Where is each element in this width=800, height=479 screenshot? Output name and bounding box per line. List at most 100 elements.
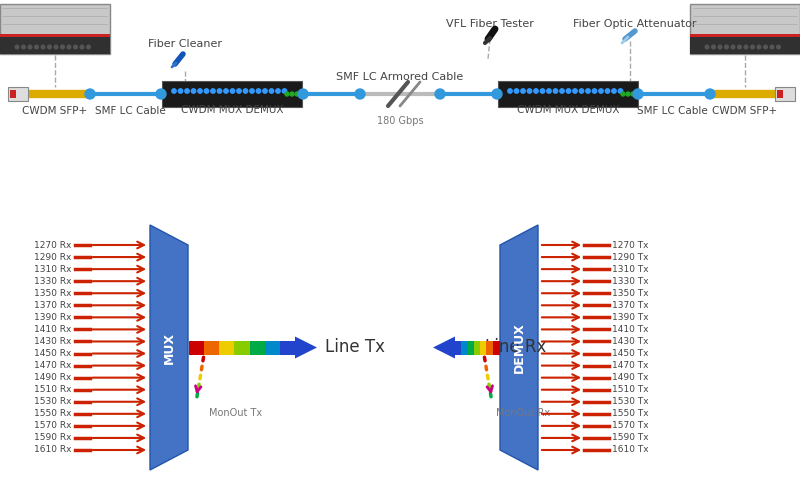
Bar bbox=[455, 341, 462, 354]
Text: 1270 Rx: 1270 Rx bbox=[34, 240, 71, 250]
Polygon shape bbox=[500, 225, 538, 470]
Circle shape bbox=[631, 92, 635, 96]
Circle shape bbox=[22, 45, 26, 49]
Circle shape bbox=[300, 92, 304, 96]
Text: 1450 Rx: 1450 Rx bbox=[34, 349, 71, 358]
Circle shape bbox=[42, 45, 45, 49]
Circle shape bbox=[586, 89, 590, 93]
Circle shape bbox=[606, 89, 610, 93]
Text: SMF LC Cable: SMF LC Cable bbox=[94, 106, 166, 116]
Circle shape bbox=[15, 45, 19, 49]
Text: 1610 Rx: 1610 Rx bbox=[34, 445, 71, 455]
Bar bbox=[467, 341, 474, 354]
Text: 1330 Tx: 1330 Tx bbox=[612, 277, 649, 285]
Text: 1490 Rx: 1490 Rx bbox=[34, 373, 71, 382]
Bar bbox=[8, 87, 28, 101]
Text: DEMUX: DEMUX bbox=[513, 322, 526, 373]
Circle shape bbox=[554, 89, 558, 93]
Text: 1430 Rx: 1430 Rx bbox=[34, 337, 71, 346]
Text: 1470 Tx: 1470 Tx bbox=[612, 361, 649, 370]
Text: Fiber Cleaner: Fiber Cleaner bbox=[148, 39, 222, 49]
Circle shape bbox=[61, 45, 64, 49]
Text: 1350 Tx: 1350 Tx bbox=[612, 289, 649, 298]
Text: 1590 Rx: 1590 Rx bbox=[34, 433, 71, 443]
Text: 1370 Tx: 1370 Tx bbox=[612, 301, 649, 310]
Circle shape bbox=[764, 45, 767, 49]
Bar bbox=[777, 90, 783, 98]
Text: 1390 Rx: 1390 Rx bbox=[34, 313, 71, 322]
Bar bbox=[219, 341, 235, 354]
Circle shape bbox=[256, 89, 261, 93]
Bar bbox=[189, 341, 205, 354]
Bar bbox=[265, 341, 280, 354]
Bar bbox=[204, 341, 220, 354]
Text: 1590 Tx: 1590 Tx bbox=[612, 433, 649, 443]
Circle shape bbox=[74, 45, 78, 49]
Circle shape bbox=[67, 45, 71, 49]
Circle shape bbox=[237, 89, 242, 93]
Text: 1290 Rx: 1290 Rx bbox=[34, 252, 71, 262]
Text: 1610 Tx: 1610 Tx bbox=[612, 445, 649, 455]
Circle shape bbox=[540, 89, 545, 93]
Circle shape bbox=[712, 45, 715, 49]
Text: 1410 Tx: 1410 Tx bbox=[612, 325, 649, 334]
Text: 1570 Tx: 1570 Tx bbox=[612, 422, 649, 431]
Text: 1370 Rx: 1370 Rx bbox=[34, 301, 71, 310]
Circle shape bbox=[770, 45, 774, 49]
Text: 1550 Rx: 1550 Rx bbox=[34, 410, 71, 418]
Bar bbox=[0, 4, 110, 54]
Bar bbox=[690, 4, 800, 54]
Text: 1530 Rx: 1530 Rx bbox=[34, 397, 71, 406]
Circle shape bbox=[633, 89, 643, 99]
Bar bbox=[474, 341, 481, 354]
Text: 1470 Rx: 1470 Rx bbox=[34, 361, 71, 370]
Circle shape bbox=[508, 89, 512, 93]
Text: 1390 Tx: 1390 Tx bbox=[612, 313, 649, 322]
Bar bbox=[775, 87, 795, 101]
Circle shape bbox=[744, 45, 748, 49]
Circle shape bbox=[560, 89, 564, 93]
Circle shape bbox=[750, 45, 754, 49]
Text: MonOut Tx: MonOut Tx bbox=[209, 408, 262, 418]
Bar bbox=[486, 341, 494, 354]
Circle shape bbox=[224, 89, 228, 93]
Text: 1350 Rx: 1350 Rx bbox=[34, 289, 71, 298]
Circle shape bbox=[230, 89, 234, 93]
Circle shape bbox=[514, 89, 518, 93]
Bar bbox=[162, 81, 302, 107]
Text: 1310 Tx: 1310 Tx bbox=[612, 264, 649, 274]
Bar bbox=[690, 34, 800, 36]
Circle shape bbox=[566, 89, 570, 93]
Text: 1550 Tx: 1550 Tx bbox=[612, 410, 649, 418]
Circle shape bbox=[54, 45, 58, 49]
Text: 1290 Tx: 1290 Tx bbox=[612, 252, 649, 262]
Text: 1570 Rx: 1570 Rx bbox=[34, 422, 71, 431]
Text: Line Rx: Line Rx bbox=[485, 339, 546, 356]
Circle shape bbox=[86, 45, 90, 49]
Circle shape bbox=[262, 89, 267, 93]
Circle shape bbox=[718, 45, 722, 49]
Text: 1430 Tx: 1430 Tx bbox=[612, 337, 649, 346]
Text: 1450 Tx: 1450 Tx bbox=[612, 349, 649, 358]
Circle shape bbox=[547, 89, 551, 93]
Text: 1410 Rx: 1410 Rx bbox=[34, 325, 71, 334]
Circle shape bbox=[48, 45, 51, 49]
Text: 180 Gbps: 180 Gbps bbox=[377, 116, 423, 126]
Circle shape bbox=[198, 89, 202, 93]
Circle shape bbox=[298, 89, 308, 99]
Text: SMF LC Armored Cable: SMF LC Armored Cable bbox=[336, 72, 464, 82]
Text: CWDM SFP+: CWDM SFP+ bbox=[22, 106, 87, 116]
Circle shape bbox=[534, 89, 538, 93]
Bar bbox=[493, 341, 499, 354]
Circle shape bbox=[185, 89, 189, 93]
Bar bbox=[498, 81, 638, 107]
Bar bbox=[690, 36, 800, 54]
Circle shape bbox=[285, 92, 289, 96]
Text: 1510 Rx: 1510 Rx bbox=[34, 385, 71, 394]
Circle shape bbox=[612, 89, 616, 93]
Circle shape bbox=[757, 45, 761, 49]
Circle shape bbox=[204, 89, 209, 93]
Circle shape bbox=[636, 92, 640, 96]
Circle shape bbox=[218, 89, 222, 93]
Text: 1310 Rx: 1310 Rx bbox=[34, 264, 71, 274]
